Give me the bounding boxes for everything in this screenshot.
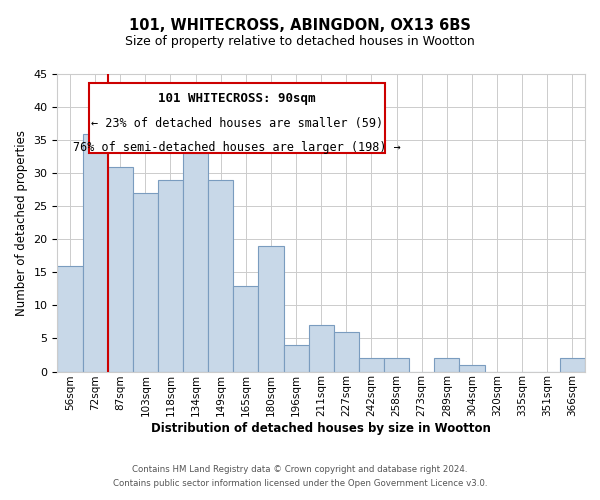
Text: 101 WHITECROSS: 90sqm: 101 WHITECROSS: 90sqm xyxy=(158,92,316,105)
Bar xyxy=(233,286,259,372)
Bar xyxy=(334,332,359,372)
FancyBboxPatch shape xyxy=(89,83,385,153)
Bar xyxy=(58,266,83,372)
Text: 76% of semi-detached houses are larger (198) →: 76% of semi-detached houses are larger (… xyxy=(73,141,401,154)
Y-axis label: Number of detached properties: Number of detached properties xyxy=(15,130,28,316)
Bar xyxy=(259,246,284,372)
Bar xyxy=(133,193,158,372)
Text: 101, WHITECROSS, ABINGDON, OX13 6BS: 101, WHITECROSS, ABINGDON, OX13 6BS xyxy=(129,18,471,32)
Bar xyxy=(83,134,107,372)
Bar xyxy=(434,358,460,372)
Bar xyxy=(384,358,409,372)
X-axis label: Distribution of detached houses by size in Wootton: Distribution of detached houses by size … xyxy=(151,422,491,435)
Bar xyxy=(284,345,308,372)
Bar xyxy=(208,180,233,372)
Text: ← 23% of detached houses are smaller (59): ← 23% of detached houses are smaller (59… xyxy=(91,117,383,130)
Text: Size of property relative to detached houses in Wootton: Size of property relative to detached ho… xyxy=(125,35,475,48)
Text: Contains HM Land Registry data © Crown copyright and database right 2024.
Contai: Contains HM Land Registry data © Crown c… xyxy=(113,466,487,487)
Bar xyxy=(158,180,183,372)
Bar xyxy=(183,154,208,372)
Bar xyxy=(107,166,133,372)
Bar xyxy=(560,358,585,372)
Bar xyxy=(359,358,384,372)
Bar xyxy=(460,365,485,372)
Bar xyxy=(308,326,334,372)
